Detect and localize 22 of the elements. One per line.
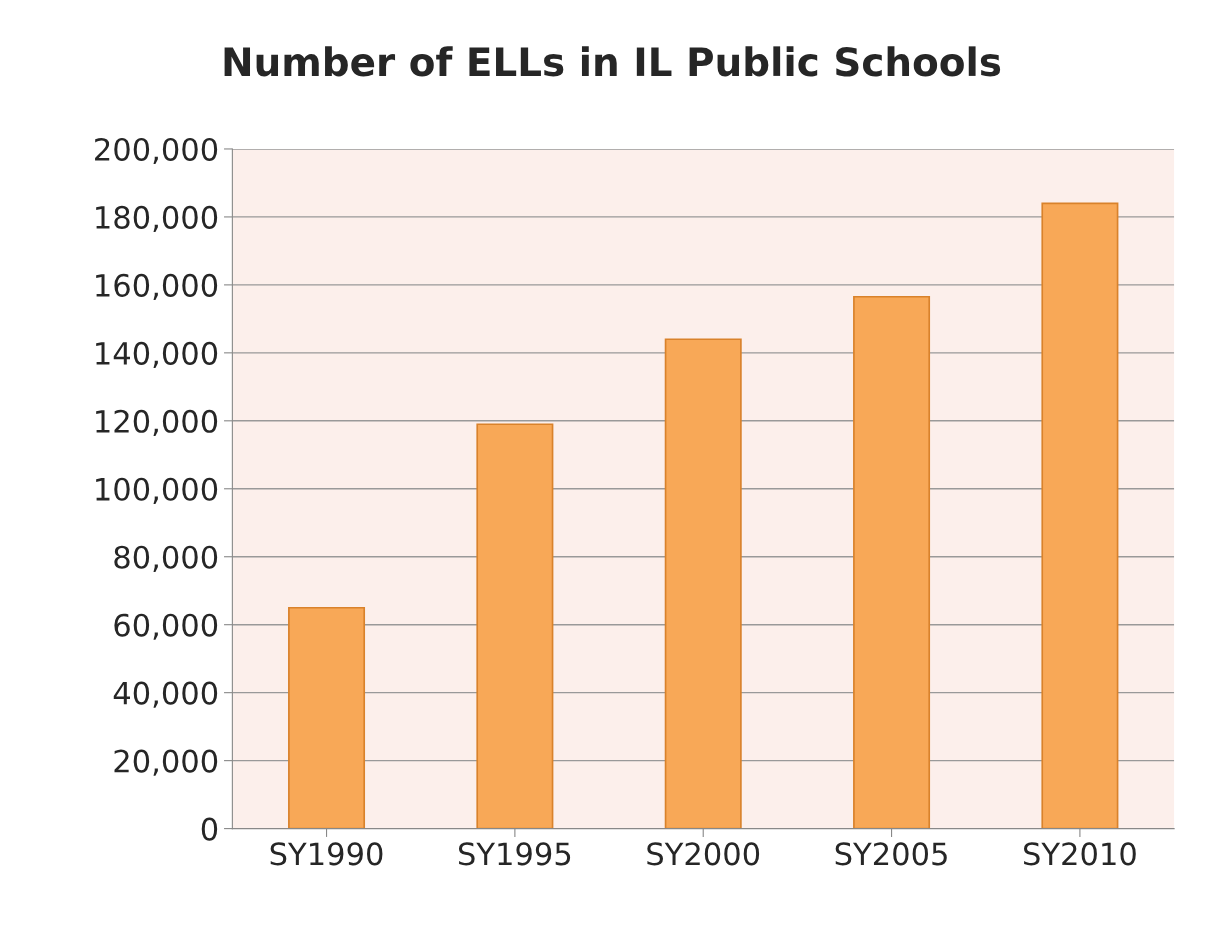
- x-tick-label: SY2010: [1024, 842, 1136, 866]
- y-tick-label: 200,000: [95, 137, 218, 165]
- y-tick-label: 20,000: [114, 749, 218, 776]
- y-tick-label: 180,000: [96, 205, 218, 233]
- x-tick-label: SY1990: [270, 842, 383, 866]
- x-tick-label: SY1995: [458, 842, 571, 866]
- y-tick-label: 120,000: [96, 409, 218, 436]
- x-tick-label: SY2000: [647, 842, 760, 866]
- bar: [476, 423, 554, 829]
- bar: [1041, 202, 1119, 829]
- y-tick-label: 0: [201, 817, 218, 841]
- chart-title: Number of ELLs in IL Public Schools: [224, 46, 1001, 77]
- bar: [664, 338, 742, 829]
- y-tick-label: 160,000: [96, 273, 218, 301]
- y-tick-label: 140,000: [96, 341, 218, 369]
- y-tick-label: 40,000: [113, 681, 218, 708]
- y-tick-label: 60,000: [114, 613, 218, 640]
- x-tick-label: SY2005: [835, 842, 947, 866]
- y-tick-label: 80,000: [114, 545, 218, 572]
- bar: [853, 295, 931, 829]
- bar: [288, 606, 366, 829]
- y-tick-label: 100,000: [96, 477, 218, 504]
